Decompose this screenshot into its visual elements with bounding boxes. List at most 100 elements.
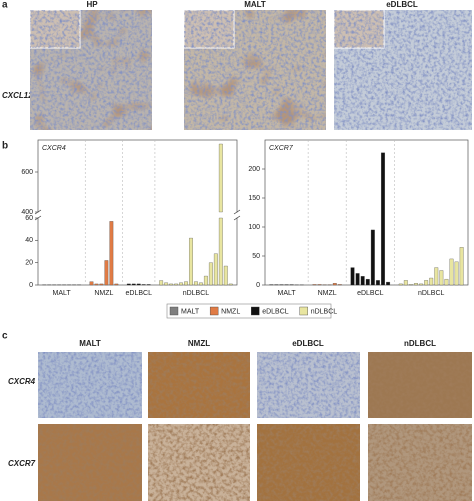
bar: [439, 270, 444, 286]
y-tick-label: 40: [25, 237, 33, 244]
bar: [164, 282, 168, 286]
bar: [459, 247, 464, 286]
bar: [146, 284, 151, 286]
chart-title: CXCR7: [269, 145, 294, 152]
micrograph-texture: [148, 352, 250, 418]
bar: [317, 284, 322, 286]
micrograph-texture: [257, 424, 360, 501]
bar: [289, 284, 294, 286]
x-group-label: MALT: [53, 290, 72, 297]
bar: [434, 267, 439, 286]
y-tick-label: 0: [29, 282, 33, 289]
inset-texture: [184, 10, 234, 48]
panel-label: c: [2, 331, 8, 342]
row-label: CXCL12: [2, 91, 33, 100]
y-tick-label: 20: [25, 260, 33, 267]
bar: [424, 280, 429, 286]
bar: [136, 283, 141, 286]
micrograph-texture: [368, 424, 472, 501]
bar: [204, 275, 208, 286]
legend-swatch: [169, 306, 179, 316]
bar: [223, 265, 228, 286]
y-tick-label: 400: [21, 209, 33, 216]
legend-label: nDLBCL: [311, 308, 338, 315]
axis-break-mark: [233, 209, 241, 215]
axis-break: [35, 212, 41, 218]
x-group-label: NMZL: [94, 290, 113, 297]
bar: [169, 283, 173, 286]
bar: [208, 262, 213, 286]
bar: [94, 283, 99, 286]
bar: [403, 280, 408, 286]
column-header: MALT: [244, 0, 266, 9]
legend-swatch: [209, 306, 219, 316]
x-group-label: eDLBCL: [357, 290, 384, 297]
column-header: NMZL: [188, 339, 210, 348]
column-header: MALT: [79, 339, 101, 348]
bar: [213, 253, 218, 286]
bar: [184, 281, 188, 286]
bar: [179, 282, 183, 286]
bar: [365, 279, 370, 286]
column-header: eDLBCL: [292, 339, 324, 348]
bar: [269, 284, 274, 286]
bar: [274, 284, 279, 286]
y-tick-label: 100: [248, 224, 260, 231]
x-group-label: NMZL: [318, 290, 337, 297]
bar: [386, 281, 390, 286]
bar: [99, 283, 104, 286]
bar: [131, 283, 136, 286]
bar: [419, 283, 423, 286]
plot-frame: [264, 139, 469, 286]
chart-title: CXCR4: [42, 145, 66, 152]
inset-texture: [30, 10, 80, 48]
bar: [284, 284, 289, 286]
bar: [174, 283, 178, 286]
bar: [312, 284, 317, 286]
bar: [398, 283, 403, 286]
legend-box: [166, 303, 332, 319]
axis-break-mark: [233, 215, 241, 221]
bar: [414, 283, 418, 286]
inset-texture: [334, 10, 384, 48]
bar: [444, 279, 449, 286]
y-tick-label: 50: [252, 253, 260, 260]
y-tick-label: 150: [248, 195, 260, 202]
micrograph-texture: [38, 352, 142, 418]
bar: [141, 284, 146, 286]
micrograph-texture: [257, 352, 360, 418]
panel-label: a: [2, 0, 8, 11]
bar: [159, 280, 164, 286]
legend-label: NMZL: [221, 308, 240, 315]
x-group-label: nDLBCL: [183, 290, 210, 297]
x-group-label: MALT: [277, 290, 296, 297]
bar: [89, 281, 94, 286]
row-label: CXCR4: [8, 377, 36, 386]
legend-swatch: [251, 306, 260, 316]
bar: [109, 221, 114, 286]
micrograph-texture: [368, 352, 472, 418]
column-header: nDLBCL: [404, 339, 436, 348]
axis-break: [234, 212, 240, 218]
bar: [355, 273, 360, 286]
bar: [189, 237, 193, 286]
x-group-label: eDLBCL: [126, 290, 153, 297]
bar: [279, 284, 284, 286]
bar: [350, 267, 355, 286]
bar: [429, 277, 434, 286]
bar: [454, 261, 459, 286]
legend-label: MALT: [181, 308, 200, 315]
column-header: HP: [86, 0, 98, 9]
y-tick-label: 0: [256, 282, 260, 289]
legend-swatch: [299, 306, 308, 316]
bar: [126, 283, 131, 286]
legend-label: eDLBCL: [262, 308, 289, 315]
panel-label: b: [2, 141, 8, 152]
bar: [370, 229, 375, 286]
column-header: eDLBCL: [386, 0, 418, 9]
plot-frame: [37, 139, 238, 286]
y-tick-label: 60: [25, 215, 33, 222]
bar: [104, 260, 109, 286]
bar: [332, 283, 337, 286]
